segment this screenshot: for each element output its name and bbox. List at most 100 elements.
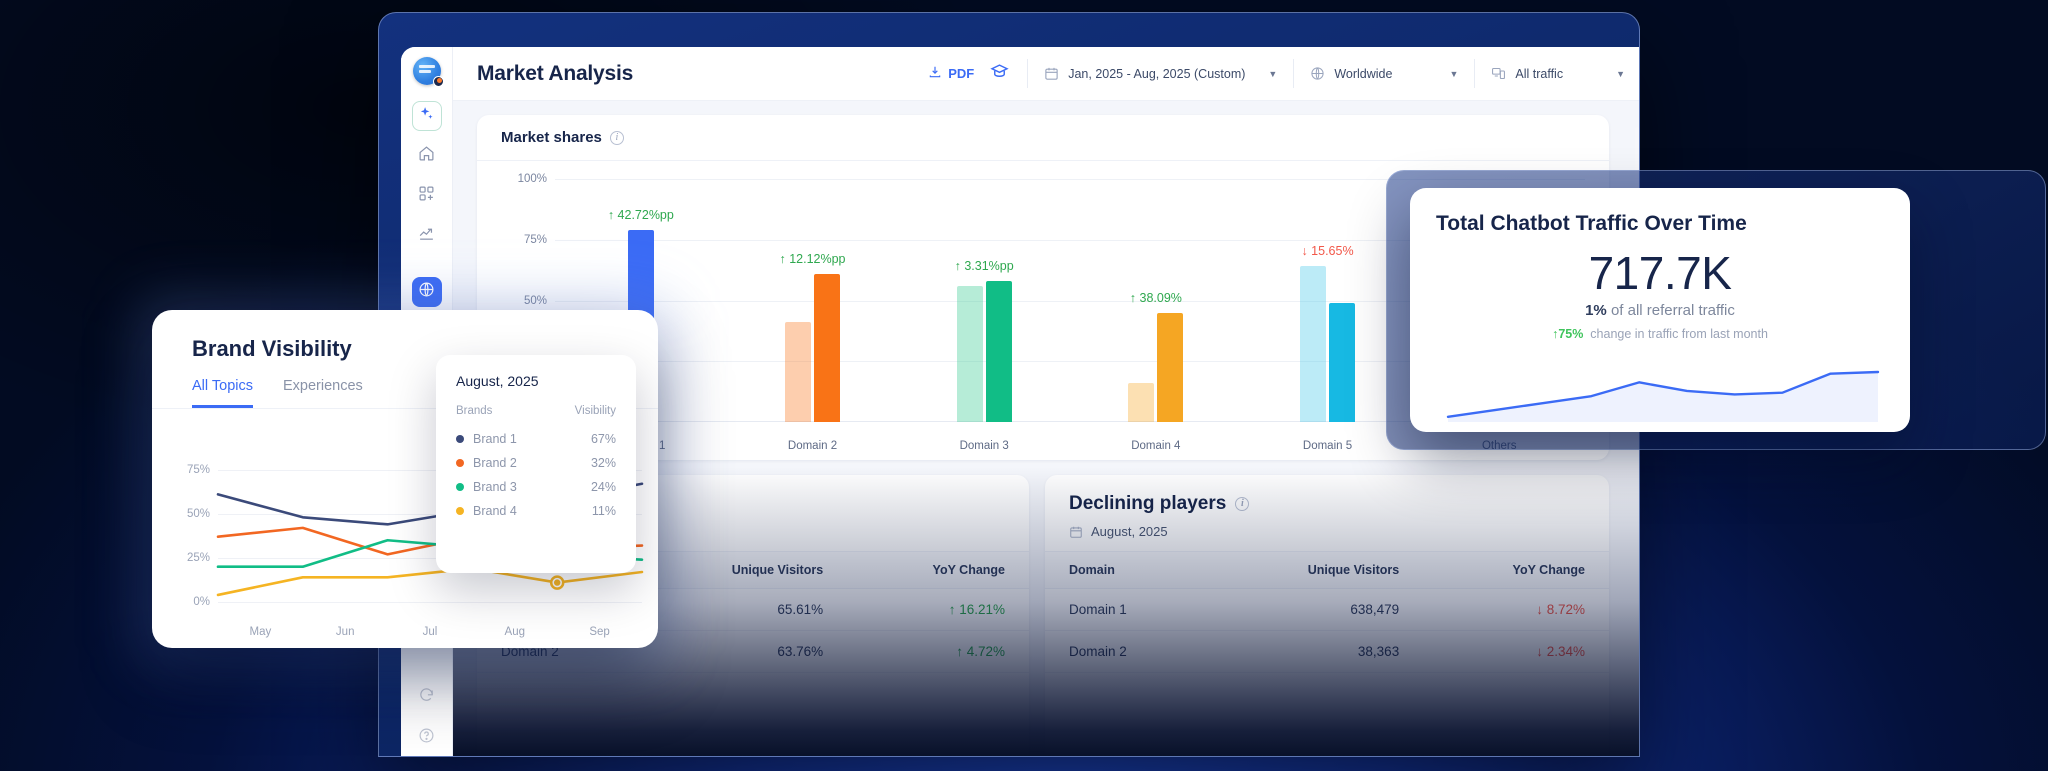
sidebar-item-ai[interactable] — [411, 101, 442, 131]
bar-group[interactable]: ↓ 15.65% — [1242, 161, 1414, 422]
table-body: Domain 1 638,479 ↓ 8.72% Domain 2 38,363 ↓ 2.… — [1045, 588, 1609, 673]
cell-domain: Domain 1 — [1045, 588, 1209, 631]
bar-current — [985, 281, 1012, 422]
tooltip-value: 32% — [590, 456, 616, 470]
chatbot-traffic-change: ↑75% change in traffic from last month — [1410, 327, 1910, 341]
tooltip-row: Brand 2 32% — [456, 451, 616, 475]
sidebar-item-market-analysis[interactable] — [411, 277, 442, 307]
gridline — [555, 361, 1585, 363]
bar-group[interactable]: ↑ 38.09% — [1070, 161, 1242, 422]
traffic-selector[interactable]: All traffic ▼ — [1475, 47, 1639, 100]
x-axis-tick: Domain 3 — [959, 440, 1009, 452]
legend-dot-icon — [456, 483, 464, 491]
bar-group[interactable]: ↑ 3.31%pp — [898, 161, 1070, 422]
traffic-value: All traffic — [1515, 66, 1564, 81]
y-axis-tick: 25% — [186, 551, 210, 564]
chart-tooltip: August, 2025 Brands Visibility Brand 1 67%… — [436, 355, 636, 573]
bar-group[interactable]: ↑ 12.12%pp — [727, 161, 899, 422]
region-value: Worldwide — [1334, 66, 1393, 81]
sidebar-item-refresh[interactable] — [412, 683, 442, 713]
tab-experiences[interactable]: Experiences — [282, 378, 363, 394]
gridline — [555, 239, 1585, 241]
tooltip-body: Brand 1 67% Brand 2 32% Brand 3 24% Brand 4 11% — [456, 427, 616, 523]
chatbot-share-text: of all referral traffic — [1606, 302, 1735, 319]
tooltip-brand: Brand 3 — [456, 475, 551, 499]
chatbot-traffic-share: 1% of all referral traffic — [1410, 302, 1910, 319]
tooltip-value: 67% — [590, 432, 616, 446]
legend-dot-icon — [456, 435, 464, 443]
y-axis-tick: 50% — [186, 507, 210, 520]
question-icon — [418, 727, 435, 749]
x-axis-tick: Jul — [422, 626, 438, 638]
tooltip-table: Brands Visibility Brand 1 67% Brand 2 32% Bra… — [456, 405, 616, 523]
bar-change-label: ↑ 3.31%pp — [954, 259, 1014, 274]
gridline — [555, 300, 1585, 302]
x-axis-tick: Aug — [504, 626, 526, 638]
chatbot-change-value: ↑75% — [1552, 327, 1584, 341]
y-axis-tick: 50% — [523, 294, 547, 307]
date-range-selector[interactable]: Jan, 2025 - Aug, 2025 (Custom) ▼ — [1028, 47, 1293, 100]
tooltip-value: 11% — [591, 504, 616, 518]
brand-visibility-tabs: All Topics Experiences — [152, 362, 658, 409]
sparkline-path — [1446, 370, 1880, 419]
sidebar-item-trends[interactable] — [412, 221, 442, 251]
cell-yoy-change: ↑ 16.21% — [847, 588, 1029, 631]
gridline — [218, 513, 642, 515]
cell-visitors: 638,479 — [1208, 588, 1424, 631]
dashboard-add-icon — [418, 185, 435, 207]
market-shares-title: Market shares — [501, 129, 602, 146]
info-icon[interactable]: i — [609, 130, 624, 145]
bar-change-label: ↑ 38.09% — [1129, 290, 1182, 305]
bar-previous — [1128, 383, 1155, 422]
tooltip-column-header: Visibility — [574, 405, 616, 417]
x-axis-tick: May — [249, 626, 272, 638]
column-header: Unique Visitors — [1208, 551, 1424, 589]
column-header: Domain — [1045, 551, 1209, 589]
info-icon[interactable]: i — [1235, 497, 1250, 511]
sidebar-item-help[interactable] — [412, 723, 442, 753]
table-row[interactable]: Domain 2 38,363 ↓ 2.34% — [1045, 630, 1609, 673]
declining-players-date-text: August, 2025 — [1091, 524, 1168, 539]
chevron-down-icon: ▼ — [1449, 68, 1459, 79]
line-series — [216, 567, 644, 597]
refresh-icon — [418, 687, 435, 709]
highlighted-data-point-core — [554, 579, 561, 586]
y-axis-tick: 0% — [193, 596, 210, 608]
region-selector[interactable]: Worldwide ▼ — [1294, 47, 1474, 100]
market-shares-header: Market shares i — [477, 115, 1609, 161]
top-bar: Market Analysis PDF — [453, 47, 1639, 101]
market-shares-plot: 25%50%75%100% ↑ 42.72%pp↑ 12.12%pp↑ 3.31… — [477, 161, 1609, 460]
export-pdf-button[interactable]: PDF — [928, 65, 974, 82]
brand-avatar[interactable] — [412, 57, 444, 87]
export-pdf-label: PDF — [948, 66, 975, 81]
sidebar-item-dashboards[interactable] — [412, 181, 442, 211]
cell-yoy-change: ↓ 8.72% — [1423, 588, 1609, 631]
sidebar-item-home[interactable] — [412, 141, 442, 171]
academy-button[interactable] — [990, 62, 1009, 86]
bar-change-label: ↓ 15.65% — [1301, 244, 1354, 259]
column-header: YoY Change — [1423, 551, 1609, 589]
bar-change-label: ↑ 12.12%pp — [779, 251, 846, 266]
chatbot-traffic-value: 717.7K — [1588, 247, 1732, 299]
download-icon — [928, 65, 942, 82]
y-axis-tick: 100% — [517, 173, 547, 185]
table-row[interactable]: Domain 1 638,479 ↓ 8.72% — [1045, 588, 1609, 631]
declining-players-title-text: Declining players — [1069, 493, 1227, 514]
cell-yoy-change: ↑ 4.72% — [847, 630, 1029, 673]
gridline — [218, 602, 642, 603]
gridline — [218, 557, 642, 559]
x-axis-tick: Domain 2 — [787, 440, 838, 452]
tab-all-topics[interactable]: All Topics — [192, 378, 253, 408]
tooltip-row: Brand 1 67% — [456, 427, 616, 451]
bar-change-label: ↑ 42.72%pp — [607, 208, 674, 223]
calendar-icon — [1044, 66, 1059, 81]
legend-dot-icon — [456, 507, 464, 515]
chevron-down-icon: ▼ — [1616, 68, 1625, 79]
bar-current — [814, 273, 840, 422]
graduation-cap-icon — [990, 62, 1009, 86]
chatbot-sparkline — [1446, 370, 1880, 422]
sparkline-area — [1448, 372, 1878, 422]
tooltip-column-header: Brands — [456, 405, 493, 417]
cell-yoy-change: ↓ 2.34% — [1423, 630, 1609, 673]
x-axis-tick: Domain 5 — [1302, 440, 1353, 452]
